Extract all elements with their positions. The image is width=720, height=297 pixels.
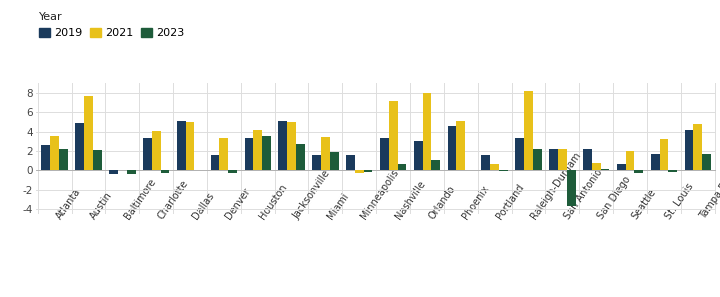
Bar — [414, 141, 423, 170]
Bar — [84, 96, 93, 170]
Bar — [279, 121, 287, 170]
Bar — [50, 136, 59, 170]
Bar — [431, 159, 440, 170]
Bar — [186, 122, 194, 170]
Bar — [592, 162, 600, 170]
Bar — [355, 170, 364, 173]
Bar — [600, 169, 609, 170]
Bar — [668, 170, 677, 172]
Bar — [152, 131, 161, 170]
Bar — [76, 123, 84, 170]
Bar — [397, 165, 406, 170]
Bar — [533, 149, 541, 170]
Bar — [346, 155, 355, 170]
Bar — [626, 151, 634, 170]
Bar — [211, 155, 220, 170]
Bar — [228, 170, 237, 173]
Bar — [287, 122, 296, 170]
Legend: 2019, 2021, 2023: 2019, 2021, 2023 — [35, 8, 189, 42]
Bar — [524, 91, 533, 170]
Bar — [490, 165, 499, 170]
Bar — [448, 126, 456, 170]
Bar — [558, 149, 567, 170]
Bar — [651, 154, 660, 170]
Bar — [143, 138, 152, 170]
Bar — [702, 154, 711, 170]
Bar — [634, 170, 643, 173]
Bar — [127, 170, 135, 174]
Bar — [109, 170, 118, 174]
Bar — [380, 138, 389, 170]
Bar — [685, 129, 693, 170]
Bar — [456, 121, 465, 170]
Bar — [59, 149, 68, 170]
Bar — [482, 155, 490, 170]
Bar — [220, 138, 228, 170]
Bar — [42, 145, 50, 170]
Bar — [693, 124, 702, 170]
Bar — [660, 139, 668, 170]
Bar — [330, 152, 338, 170]
Bar — [296, 144, 305, 170]
Bar — [253, 129, 262, 170]
Bar — [617, 164, 626, 170]
Bar — [583, 149, 592, 170]
Bar — [549, 149, 558, 170]
Bar — [245, 138, 253, 170]
Bar — [389, 101, 397, 170]
Bar — [567, 170, 575, 206]
Bar — [321, 138, 330, 170]
Bar — [93, 150, 102, 170]
Bar — [177, 121, 186, 170]
Bar — [262, 136, 271, 170]
Bar — [364, 170, 372, 172]
Bar — [312, 155, 321, 170]
Bar — [499, 170, 508, 171]
Bar — [161, 170, 169, 173]
Bar — [516, 138, 524, 170]
Bar — [423, 93, 431, 170]
